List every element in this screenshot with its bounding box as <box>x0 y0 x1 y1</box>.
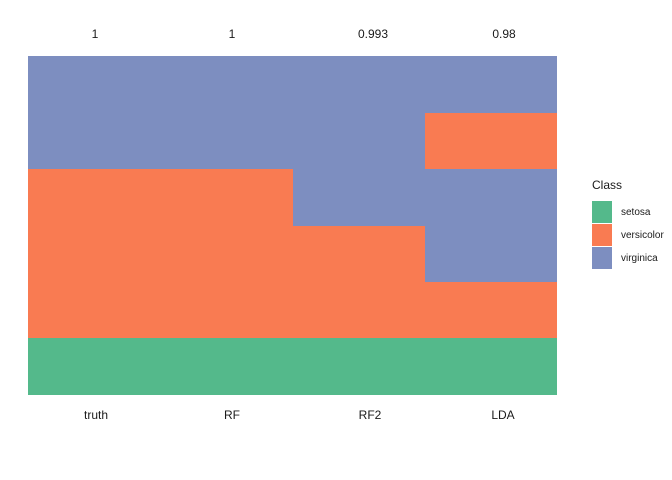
tile-segment-truth-versicolor <box>28 168 161 339</box>
legend-entry-versicolor: versicolor <box>592 224 672 246</box>
tile-column-truth <box>28 56 161 395</box>
tile-segment-truth-setosa <box>28 338 161 395</box>
legend-swatch-virginica-icon <box>592 247 612 269</box>
x-tick-label-truth: truth <box>83 408 109 422</box>
legend-title: Class <box>592 178 623 192</box>
accuracy-label-rf2: 0.993 <box>357 27 389 41</box>
legend-label-virginica: virginica <box>621 252 658 264</box>
x-tick-label-rf: RF <box>224 408 240 422</box>
legend-swatch-versicolor-icon <box>592 224 612 246</box>
tile-segment-LDA-versicolor <box>424 281 557 339</box>
tile-segment-RF2-setosa <box>292 338 425 395</box>
plot-area <box>28 56 557 395</box>
tile-column-LDA <box>424 56 557 395</box>
legend-label-setosa: setosa <box>621 206 651 218</box>
tile-segment-truth-virginica <box>28 56 161 169</box>
accuracy-label-rf: 1 <box>228 27 236 41</box>
legend-swatch-setosa-icon <box>592 201 612 223</box>
tile-segment-LDA-virginica <box>424 169 557 282</box>
legend-entry-setosa: setosa <box>592 201 672 223</box>
accuracy-label-truth: 1 <box>91 27 99 41</box>
tile-column-RF <box>160 56 293 395</box>
tile-segment-LDA-versicolor <box>424 112 557 169</box>
legend-label-versicolor: versicolor <box>621 229 664 241</box>
x-tick-label-lda: LDA <box>491 408 515 422</box>
tile-segment-RF-virginica <box>160 56 293 169</box>
x-tick-label-rf2: RF2 <box>358 408 382 422</box>
tile-column-RF2 <box>292 56 425 395</box>
tile-segment-LDA-setosa <box>424 338 557 395</box>
legend: Class setosa versicolor virginica <box>592 179 672 270</box>
tile-segment-LDA-virginica <box>424 56 557 113</box>
legend-entry-virginica: virginica <box>592 247 672 269</box>
tile-segment-RF-setosa <box>160 338 293 395</box>
accuracy-label-lda: 0.98 <box>492 27 516 41</box>
tile-segment-RF2-virginica <box>292 56 425 226</box>
tile-segment-RF2-versicolor <box>292 225 425 339</box>
tile-segment-RF-versicolor <box>160 168 293 339</box>
